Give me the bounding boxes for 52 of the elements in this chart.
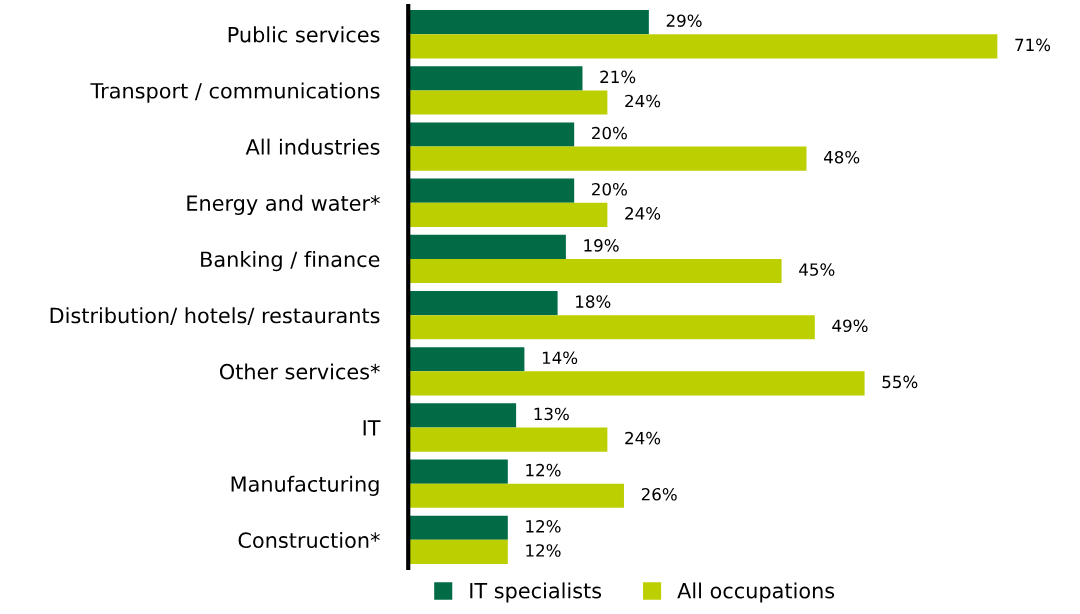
bar — [408, 427, 608, 452]
bar — [408, 290, 558, 316]
data-label: 24% — [625, 94, 661, 108]
data-label: 20% — [592, 182, 627, 196]
bar — [408, 539, 508, 565]
legend-label: IT specialists — [470, 582, 602, 603]
y-tick-label: Banking / finance — [201, 251, 380, 272]
y-tick-label: IT — [363, 420, 381, 436]
data-label: 45% — [799, 263, 835, 276]
data-label: 20% — [592, 126, 627, 140]
bar — [408, 122, 575, 147]
data-label: 49% — [832, 319, 868, 333]
data-label: 19% — [584, 239, 619, 252]
data-label: 18% — [576, 295, 611, 308]
data-label: 48% — [823, 150, 860, 164]
y-tick-label: All industries — [245, 138, 380, 155]
bar — [408, 515, 508, 540]
bar — [408, 10, 649, 35]
data-label: 26% — [641, 487, 677, 501]
bar — [408, 315, 815, 340]
y-tick-label: Transport / communications — [90, 82, 380, 103]
bar — [408, 234, 566, 259]
data-label: 24% — [625, 431, 661, 445]
data-label: 12% — [526, 463, 561, 477]
y-tick-label: Manufacturing — [231, 475, 379, 496]
y-tick-label: Energy and water* — [187, 194, 380, 216]
bar — [408, 146, 807, 171]
bar — [408, 66, 583, 91]
data-label: 14% — [542, 351, 578, 365]
legend-label: All occupations — [677, 582, 835, 603]
data-label: 71% — [1015, 38, 1051, 52]
bar — [408, 403, 517, 428]
y-tick-label: Other services* — [219, 363, 380, 380]
bar — [408, 459, 508, 484]
data-label: 13% — [534, 407, 569, 421]
bar — [408, 178, 575, 203]
data-label: 21% — [600, 70, 636, 84]
data-label: 29% — [666, 14, 702, 27]
bar — [408, 34, 998, 59]
data-label: 24% — [625, 207, 661, 220]
bar — [408, 90, 608, 115]
y-tick-label: Public services — [228, 26, 380, 43]
bar — [408, 371, 865, 396]
bar — [408, 202, 608, 227]
y-tick-label: Construction* — [238, 531, 380, 549]
data-label: 55% — [882, 375, 918, 389]
bar — [408, 347, 525, 372]
data-label: 12% — [526, 520, 561, 533]
bar — [408, 258, 782, 284]
y-tick-label: Distribution/ hotels/ restaurants — [50, 307, 380, 325]
bar — [408, 483, 624, 508]
data-label: 12% — [526, 544, 561, 557]
